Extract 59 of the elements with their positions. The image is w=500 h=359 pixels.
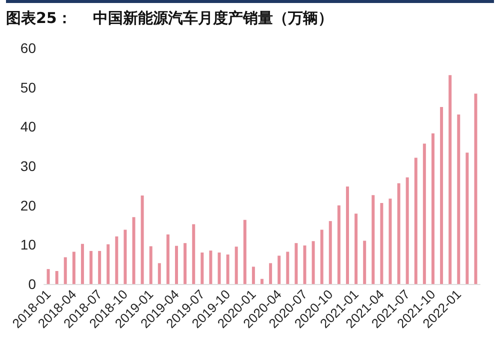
bar <box>372 195 375 284</box>
y-tick-label: 40 <box>20 118 36 135</box>
bar <box>149 246 152 284</box>
bar <box>98 250 102 284</box>
bar <box>226 254 230 284</box>
bar <box>124 230 127 284</box>
bar <box>363 240 366 284</box>
bar <box>234 246 238 284</box>
bar <box>158 263 161 284</box>
bar <box>380 202 384 284</box>
bar <box>184 243 187 284</box>
bar <box>414 158 418 284</box>
bar <box>354 214 358 284</box>
y-tick-label: 0 <box>28 276 36 292</box>
chart-title: 图表25： 中国新能源汽车月度产销量（万辆） <box>6 0 494 33</box>
bar <box>448 75 452 284</box>
y-tick-label: 20 <box>20 197 36 214</box>
bar <box>243 220 246 284</box>
bar <box>406 177 409 284</box>
bar <box>192 224 196 284</box>
bar <box>337 205 340 284</box>
bar <box>260 278 264 284</box>
bar <box>303 245 306 284</box>
bar <box>440 107 444 284</box>
bar <box>312 241 315 284</box>
bar <box>115 236 118 284</box>
bar <box>422 144 426 284</box>
bar <box>140 196 144 284</box>
y-tick-label: 30 <box>20 158 36 174</box>
bar <box>166 234 170 284</box>
bar <box>466 152 469 284</box>
bar <box>294 243 298 284</box>
bar <box>72 252 76 284</box>
bar <box>55 271 58 284</box>
bar <box>269 263 272 284</box>
bar <box>200 252 204 284</box>
bar <box>431 133 434 284</box>
bar <box>209 250 212 284</box>
y-tick-label: 60 <box>20 40 36 56</box>
bar <box>64 257 67 284</box>
bar <box>457 114 460 284</box>
bar <box>175 246 178 284</box>
bar <box>346 186 349 284</box>
bar <box>80 244 84 284</box>
bar <box>388 198 392 284</box>
y-tick-label: 10 <box>20 236 36 253</box>
bar <box>132 217 136 284</box>
bar <box>278 256 281 284</box>
bar <box>320 230 324 284</box>
bar <box>286 252 290 284</box>
bar <box>46 269 50 284</box>
bar <box>106 244 110 284</box>
bar <box>218 252 221 284</box>
y-tick-label: 50 <box>20 79 36 96</box>
bar <box>397 183 400 284</box>
bar <box>474 94 478 284</box>
bar <box>328 221 332 284</box>
bar <box>252 266 255 284</box>
bar <box>90 250 93 284</box>
